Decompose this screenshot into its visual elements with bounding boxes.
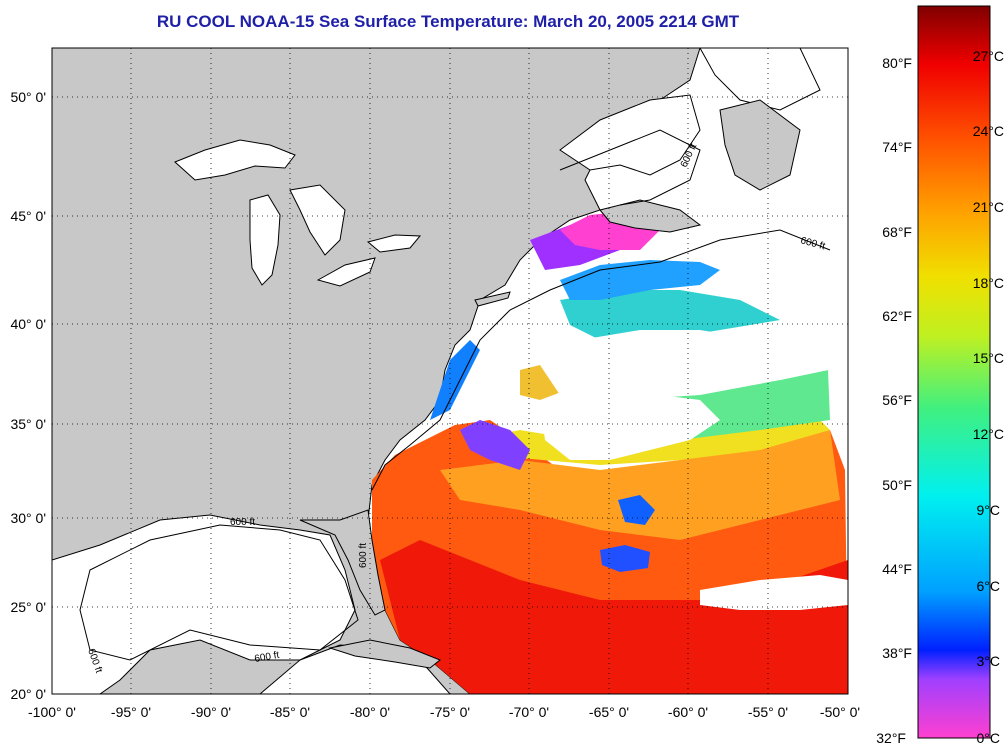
- lon-tick-label: -90° 0': [191, 704, 231, 720]
- colorbar: [917, 5, 991, 739]
- lon-tick-label: -85° 0': [270, 704, 310, 720]
- isobath-600ft-gulf: [79, 524, 359, 661]
- colorbar-fahrenheit-label: 32°F: [876, 730, 906, 746]
- isobath-label-gulf-south: 600 ft: [254, 650, 281, 665]
- cloud-north: [470, 320, 828, 400]
- sst-blue-patch-south: [600, 545, 650, 572]
- colorbar-celsius-label: 18°C: [973, 275, 1004, 291]
- isobath-label-gulf-north: 600 ft: [230, 517, 255, 528]
- lat-tick-label: 50° 0': [10, 89, 46, 105]
- florida: [299, 509, 386, 616]
- lat-tick-label: 25° 0': [10, 599, 46, 615]
- gulf-of-mexico: [52, 514, 356, 694]
- colorbar-celsius-label: 12°C: [973, 426, 1004, 442]
- colorbar-fahrenheit-label: 80°F: [882, 55, 912, 71]
- isobath-label-florida: 600 ft: [358, 543, 369, 568]
- colorbar-celsius-label: 3°C: [977, 653, 1001, 669]
- lake-erie: [316, 257, 376, 287]
- map-frame: [51, 47, 849, 695]
- sst-orange-mid: [440, 430, 840, 540]
- cuba: [328, 639, 441, 669]
- colorbar-fahrenheit-label: 62°F: [882, 308, 912, 324]
- newfoundland: [719, 99, 801, 191]
- sst-blue-patch-mid: [618, 495, 655, 525]
- colorbar-fahrenheit-label: 44°F: [882, 561, 912, 577]
- lat-tick-label: 40° 0': [10, 316, 46, 332]
- lon-tick-label: -70° 0': [509, 704, 549, 720]
- lake-huron: [289, 184, 346, 256]
- colorbar-celsius-label: 6°C: [977, 578, 1001, 594]
- colorbar-celsius-label: 9°C: [977, 502, 1001, 518]
- isobath-600ft-north: [559, 129, 701, 206]
- sst-blue-coast: [430, 340, 480, 420]
- lon-tick-label: -95° 0': [111, 704, 151, 720]
- sst-hot-south: [380, 540, 848, 694]
- lon-tick-label: -50° 0': [820, 704, 860, 720]
- colorbar-fahrenheit-label: 74°F: [882, 139, 912, 155]
- nova-scotia: [599, 199, 702, 233]
- lat-tick-label: 20° 0': [10, 686, 46, 702]
- lake-michigan: [249, 194, 281, 286]
- cloud-center: [540, 385, 720, 460]
- lake-superior: [174, 139, 296, 181]
- colorbar-fahrenheit-label: 56°F: [882, 392, 912, 408]
- james-bay: [699, 48, 821, 111]
- lon-tick-label: -75° 0': [430, 704, 470, 720]
- colorbar-celsius-label: 21°C: [973, 199, 1004, 215]
- map-title: RU COOL NOAA-15 Sea Surface Temperature:…: [156, 12, 740, 31]
- lake-ontario: [366, 234, 422, 253]
- colorbar-celsius-label: 27°C: [973, 48, 1004, 64]
- isobath-600ft-east: [371, 229, 831, 491]
- lat-tick-label: 30° 0': [10, 510, 46, 526]
- colorbar-fahrenheit-label: 50°F: [882, 477, 912, 493]
- lon-tick-label: -65° 0': [589, 704, 629, 720]
- lon-tick-label: -100° 0': [28, 704, 76, 720]
- colorbar-celsius-label: 15°C: [973, 350, 1004, 366]
- lon-tick-label: -55° 0': [748, 704, 788, 720]
- sst-purple-patch-south: [460, 420, 530, 470]
- lat-tick-label: 45° 0': [10, 208, 46, 224]
- colorbar-celsius-label: 0°C: [977, 730, 1001, 746]
- colorbar-fahrenheit-label: 38°F: [882, 645, 912, 661]
- lat-tick-label: 35° 0': [10, 416, 46, 432]
- lon-tick-label: -80° 0': [350, 704, 390, 720]
- colorbar-celsius-label: 24°C: [973, 123, 1004, 139]
- cloud-south: [700, 575, 848, 610]
- colorbar-fahrenheit-label: 68°F: [882, 224, 912, 240]
- long-island: [474, 291, 511, 307]
- lon-tick-label: -60° 0': [668, 704, 708, 720]
- sst-cyan-shelf: [560, 290, 780, 340]
